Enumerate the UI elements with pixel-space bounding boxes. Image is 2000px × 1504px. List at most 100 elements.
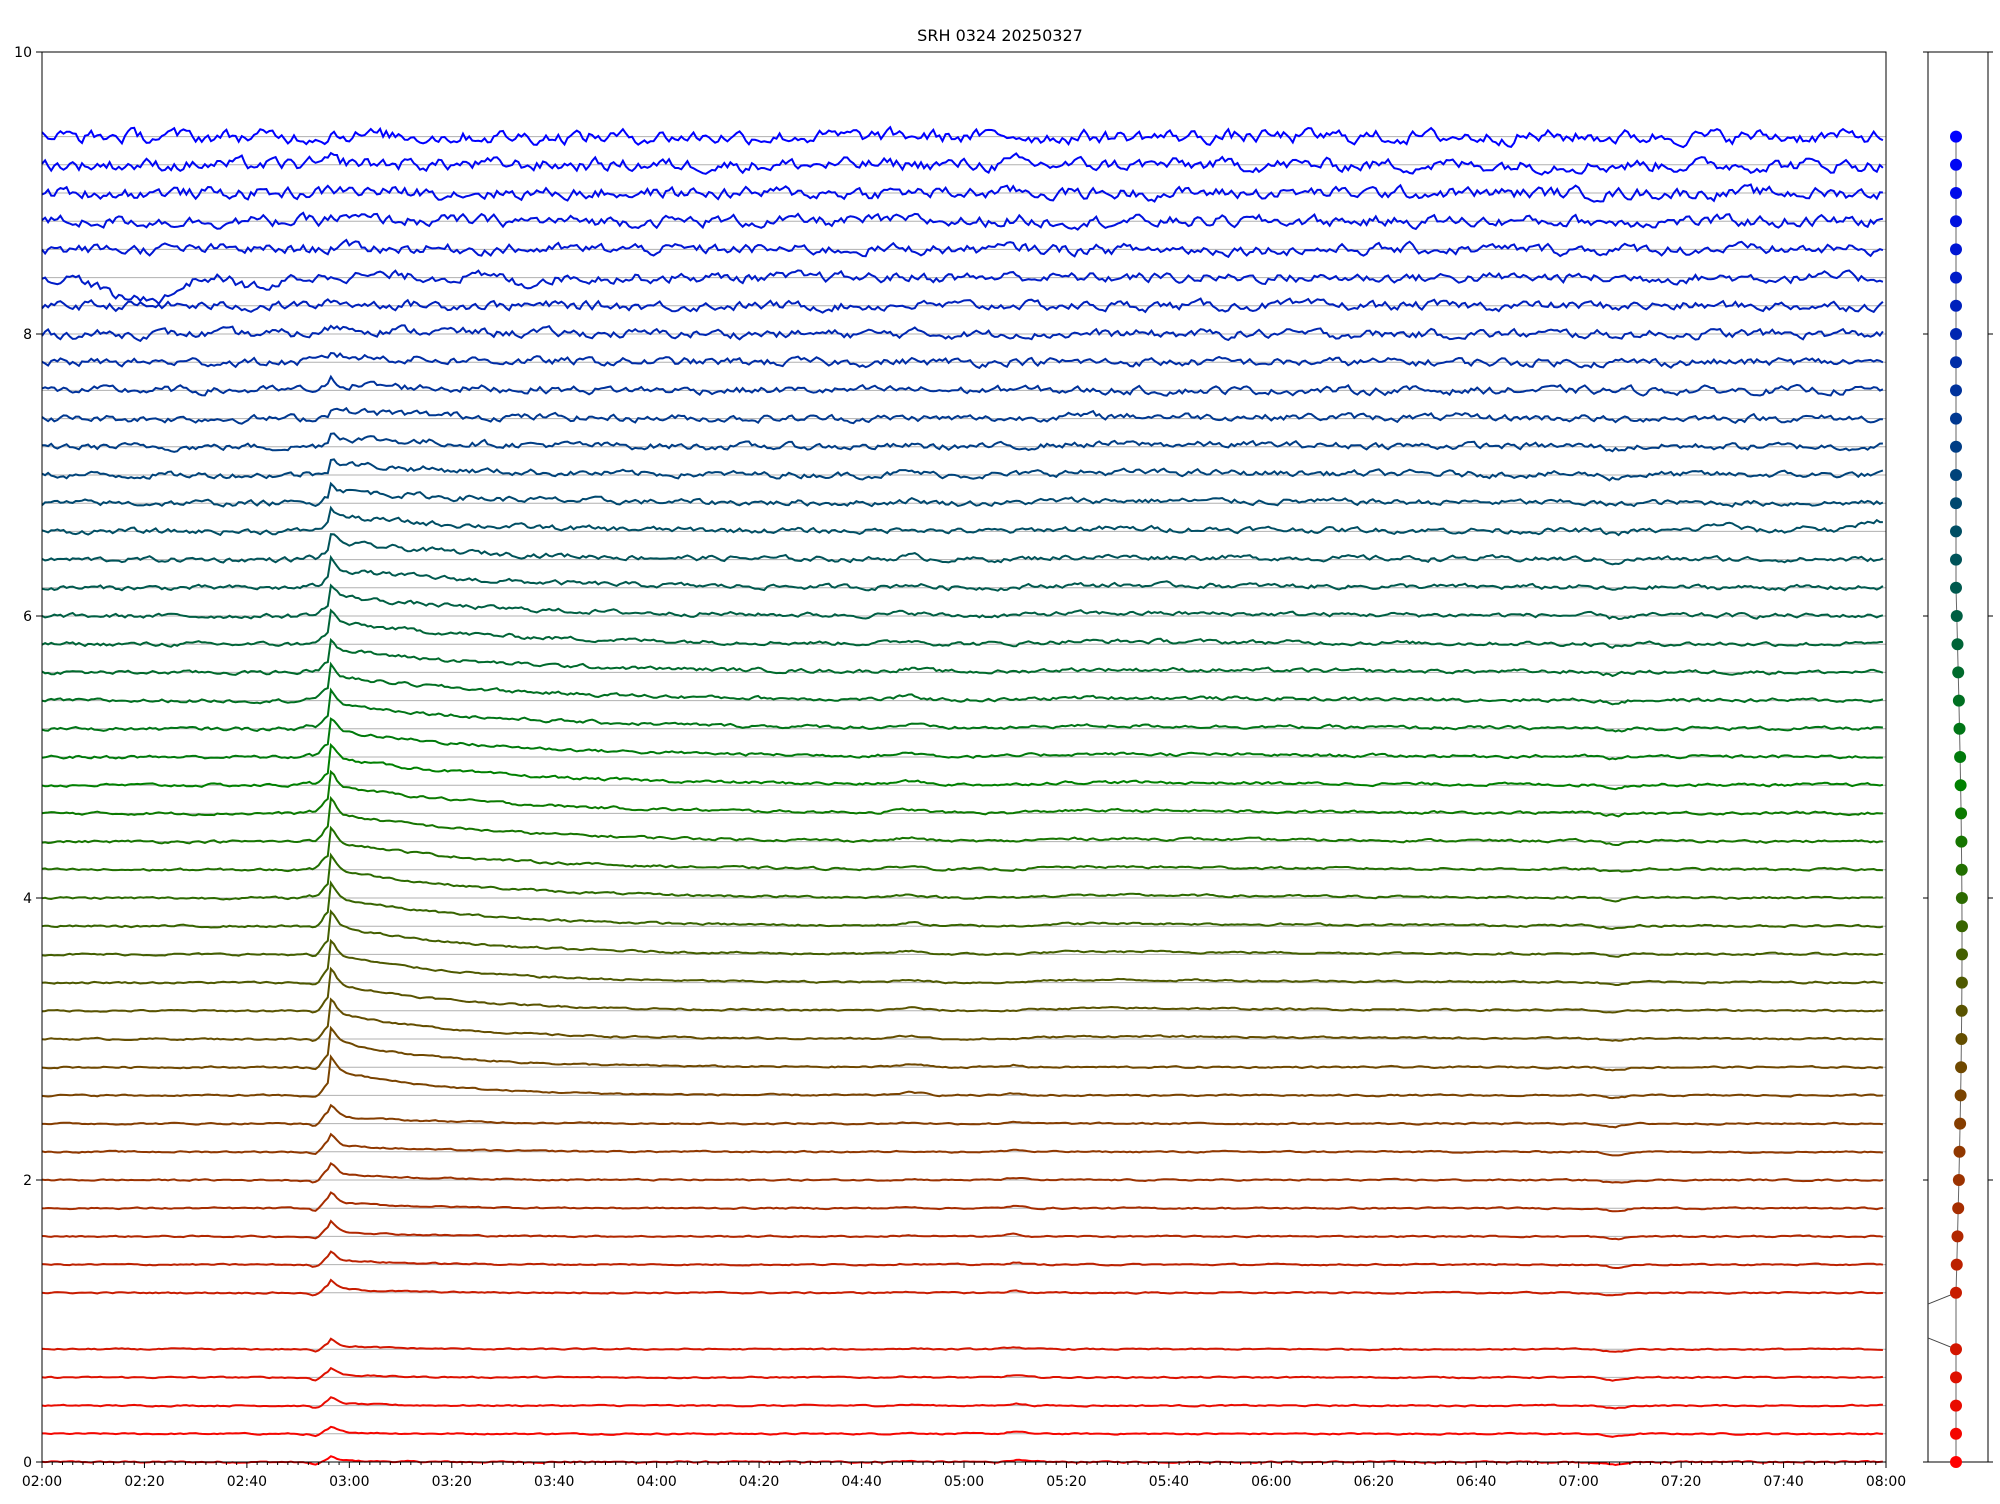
series-line: [41, 1161, 1884, 1184]
side-marker: [1953, 1145, 1966, 1158]
side-marker: [1952, 694, 1965, 707]
series-line: [41, 795, 1883, 846]
series-line: [41, 406, 1883, 425]
side-marker: [1950, 299, 1962, 312]
series-line: [41, 125, 1884, 149]
series-line: [41, 458, 1884, 482]
series-line: [41, 717, 1883, 761]
x-tick-label: 06:40: [1456, 1474, 1496, 1490]
x-tick-label: 07:00: [1558, 1474, 1598, 1490]
chart-title: SRH 0324 20250327: [917, 26, 1083, 45]
series-line: [41, 211, 1884, 231]
series-line: [41, 1025, 1884, 1072]
x-tick-label: 03:00: [329, 1474, 369, 1490]
series-line: [41, 637, 1884, 678]
series-line: [41, 583, 1884, 621]
series-line: [41, 269, 1884, 306]
side-marker: [1950, 1427, 1962, 1440]
x-tick-label: 06:00: [1251, 1474, 1291, 1490]
series-line: [41, 533, 1884, 566]
series-line: [41, 909, 1883, 958]
series-line: [41, 1250, 1884, 1269]
series-line: [42, 1425, 1883, 1438]
side-marker: [1951, 1230, 1964, 1243]
side-marker: [1950, 356, 1962, 369]
series-line: [41, 997, 1883, 1042]
series-line: [41, 297, 1884, 314]
side-marker: [1955, 948, 1968, 961]
series-line: [41, 1191, 1883, 1213]
side-marker: [1950, 130, 1962, 143]
side-marker: [1952, 1202, 1965, 1215]
series-line: [41, 938, 1884, 986]
side-marker: [1955, 976, 1968, 989]
series-line: [41, 852, 1883, 903]
x-tick-label: 02:20: [124, 1474, 164, 1490]
side-marker: [1950, 553, 1962, 566]
side-marker: [1950, 384, 1962, 397]
y-tick-label: 10: [14, 45, 32, 61]
side-marker: [1950, 1399, 1962, 1412]
series-line: [41, 1278, 1883, 1297]
x-tick-label: 05:40: [1149, 1474, 1189, 1490]
x-tick-label: 05:00: [944, 1474, 984, 1490]
side-marker: [1950, 158, 1962, 171]
side-marker: [1950, 328, 1962, 340]
x-tick-label: 04:20: [739, 1474, 779, 1490]
x-tick-label: 02:00: [22, 1474, 62, 1490]
series-line: [41, 1337, 1883, 1353]
side-marker: [1953, 722, 1966, 735]
side-marker: [1954, 1089, 1967, 1102]
side-marker: [1950, 1371, 1962, 1384]
y-tick-label: 0: [23, 1455, 32, 1471]
series-line: [42, 432, 1883, 453]
side-marker: [1950, 497, 1962, 510]
side-marker: [1955, 1033, 1968, 1045]
side-marker: [1954, 779, 1967, 792]
series-line: [41, 661, 1884, 706]
x-tick-label: 06:20: [1354, 1474, 1394, 1490]
side-marker: [1955, 807, 1968, 820]
side-marker: [1950, 1286, 1962, 1299]
series-line: [41, 351, 1884, 370]
side-marker: [1950, 215, 1962, 228]
series-line: [41, 151, 1884, 176]
series-line: [41, 1396, 1883, 1410]
series-line: [41, 1366, 1884, 1382]
series-line: [41, 374, 1884, 397]
x-tick-label: 02:40: [227, 1474, 267, 1490]
side-marker: [1950, 1258, 1963, 1271]
side-marker: [1950, 1343, 1962, 1356]
side-marker: [1954, 751, 1967, 763]
y-tick-label: 4: [23, 891, 32, 907]
series-line: [41, 183, 1883, 203]
side-marker: [1950, 469, 1962, 481]
side-marker: [1955, 892, 1968, 904]
series-line: [41, 966, 1884, 1014]
side-marker: [1950, 440, 1962, 453]
x-tick-label: 07:20: [1661, 1474, 1701, 1490]
x-tick-label: 04:00: [636, 1474, 676, 1490]
x-tick-label: 03:20: [432, 1474, 472, 1490]
side-marker: [1954, 1117, 1967, 1130]
side-marker: [1955, 863, 1968, 876]
series-line: [41, 880, 1884, 931]
series-line: [41, 769, 1883, 818]
y-tick-label: 2: [23, 1173, 32, 1189]
x-tick-label: 03:40: [534, 1474, 574, 1490]
side-marker: [1950, 1456, 1962, 1468]
series-line: [41, 1219, 1884, 1241]
series-line: [41, 505, 1883, 537]
side-marker: [1955, 920, 1968, 933]
side-marker: [1955, 835, 1968, 848]
side-marker: [1950, 581, 1962, 594]
series-line: [41, 481, 1884, 508]
side-marker: [1951, 638, 1964, 651]
series-line: [42, 1103, 1884, 1129]
x-tick-label: 05:20: [1046, 1474, 1086, 1490]
series-line: [41, 742, 1884, 791]
y-tick-label: 8: [23, 327, 32, 343]
series-line: [41, 825, 1883, 873]
side-marker: [1952, 666, 1965, 679]
